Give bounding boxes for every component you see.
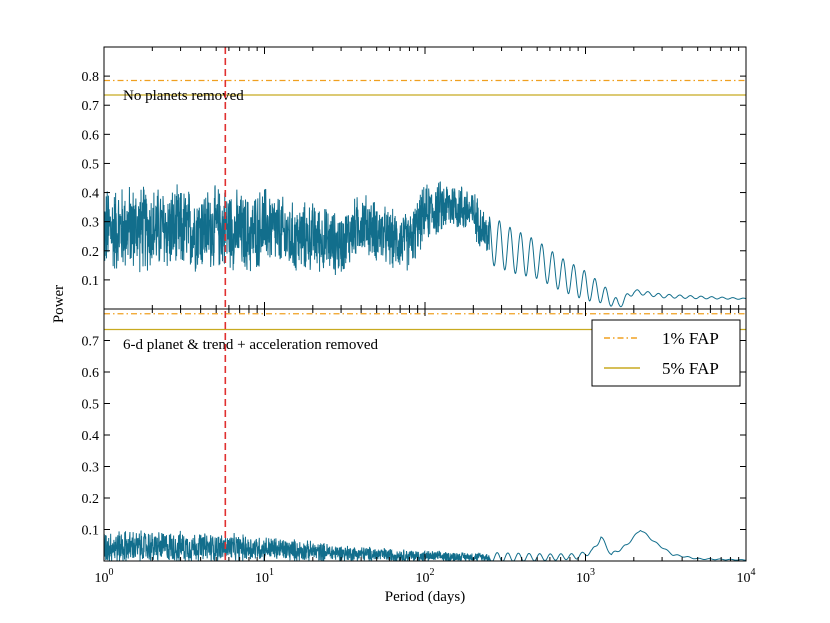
legend-label-1pct: 1% FAP xyxy=(662,329,719,348)
bottom-panel-label: 6-d planet & trend + acceleration remove… xyxy=(123,337,379,353)
legend: 1% FAP 5% FAP xyxy=(591,319,741,387)
top-ytick-label-5: 0.6 xyxy=(82,128,100,143)
bot-ytick-label-1: 0.2 xyxy=(82,492,100,507)
top-ytick-label-0: 0.1 xyxy=(82,274,100,289)
top-ytick-label-1: 0.2 xyxy=(82,245,100,260)
bot-ytick-label-4: 0.5 xyxy=(82,398,100,413)
bot-ytick-label-0: 0.1 xyxy=(82,524,100,539)
top-panel: No planets removed xyxy=(104,79,746,308)
xtick-label-2: 102 xyxy=(416,567,435,586)
x-axis-label: Period (days) xyxy=(385,589,465,605)
top-ytick-label-7: 0.8 xyxy=(82,70,100,85)
bot-ytick-label-2: 0.3 xyxy=(82,461,100,476)
y-axis-label: Power xyxy=(51,285,67,323)
top-panel-frame xyxy=(103,46,747,310)
top-ytick-label-4: 0.5 xyxy=(82,157,100,172)
top-panel-label: No planets removed xyxy=(123,88,244,104)
xtick-label-4: 104 xyxy=(737,567,756,586)
bot-ytick-label-5: 0.6 xyxy=(82,366,100,381)
bot-ytick-label-3: 0.4 xyxy=(82,429,100,444)
xtick-label-0: 100 xyxy=(95,567,114,586)
xtick-label-1: 101 xyxy=(255,567,274,586)
legend-box xyxy=(591,319,741,387)
xtick-label-3: 103 xyxy=(576,567,595,586)
top-ytick-label-6: 0.7 xyxy=(82,99,100,114)
top-ytick-label-2: 0.3 xyxy=(82,216,100,231)
legend-label-5pct: 5% FAP xyxy=(662,359,719,378)
top-ytick-label-3: 0.4 xyxy=(82,187,100,202)
bot-ytick-label-6: 0.7 xyxy=(82,335,100,350)
top-series-line xyxy=(104,181,746,308)
